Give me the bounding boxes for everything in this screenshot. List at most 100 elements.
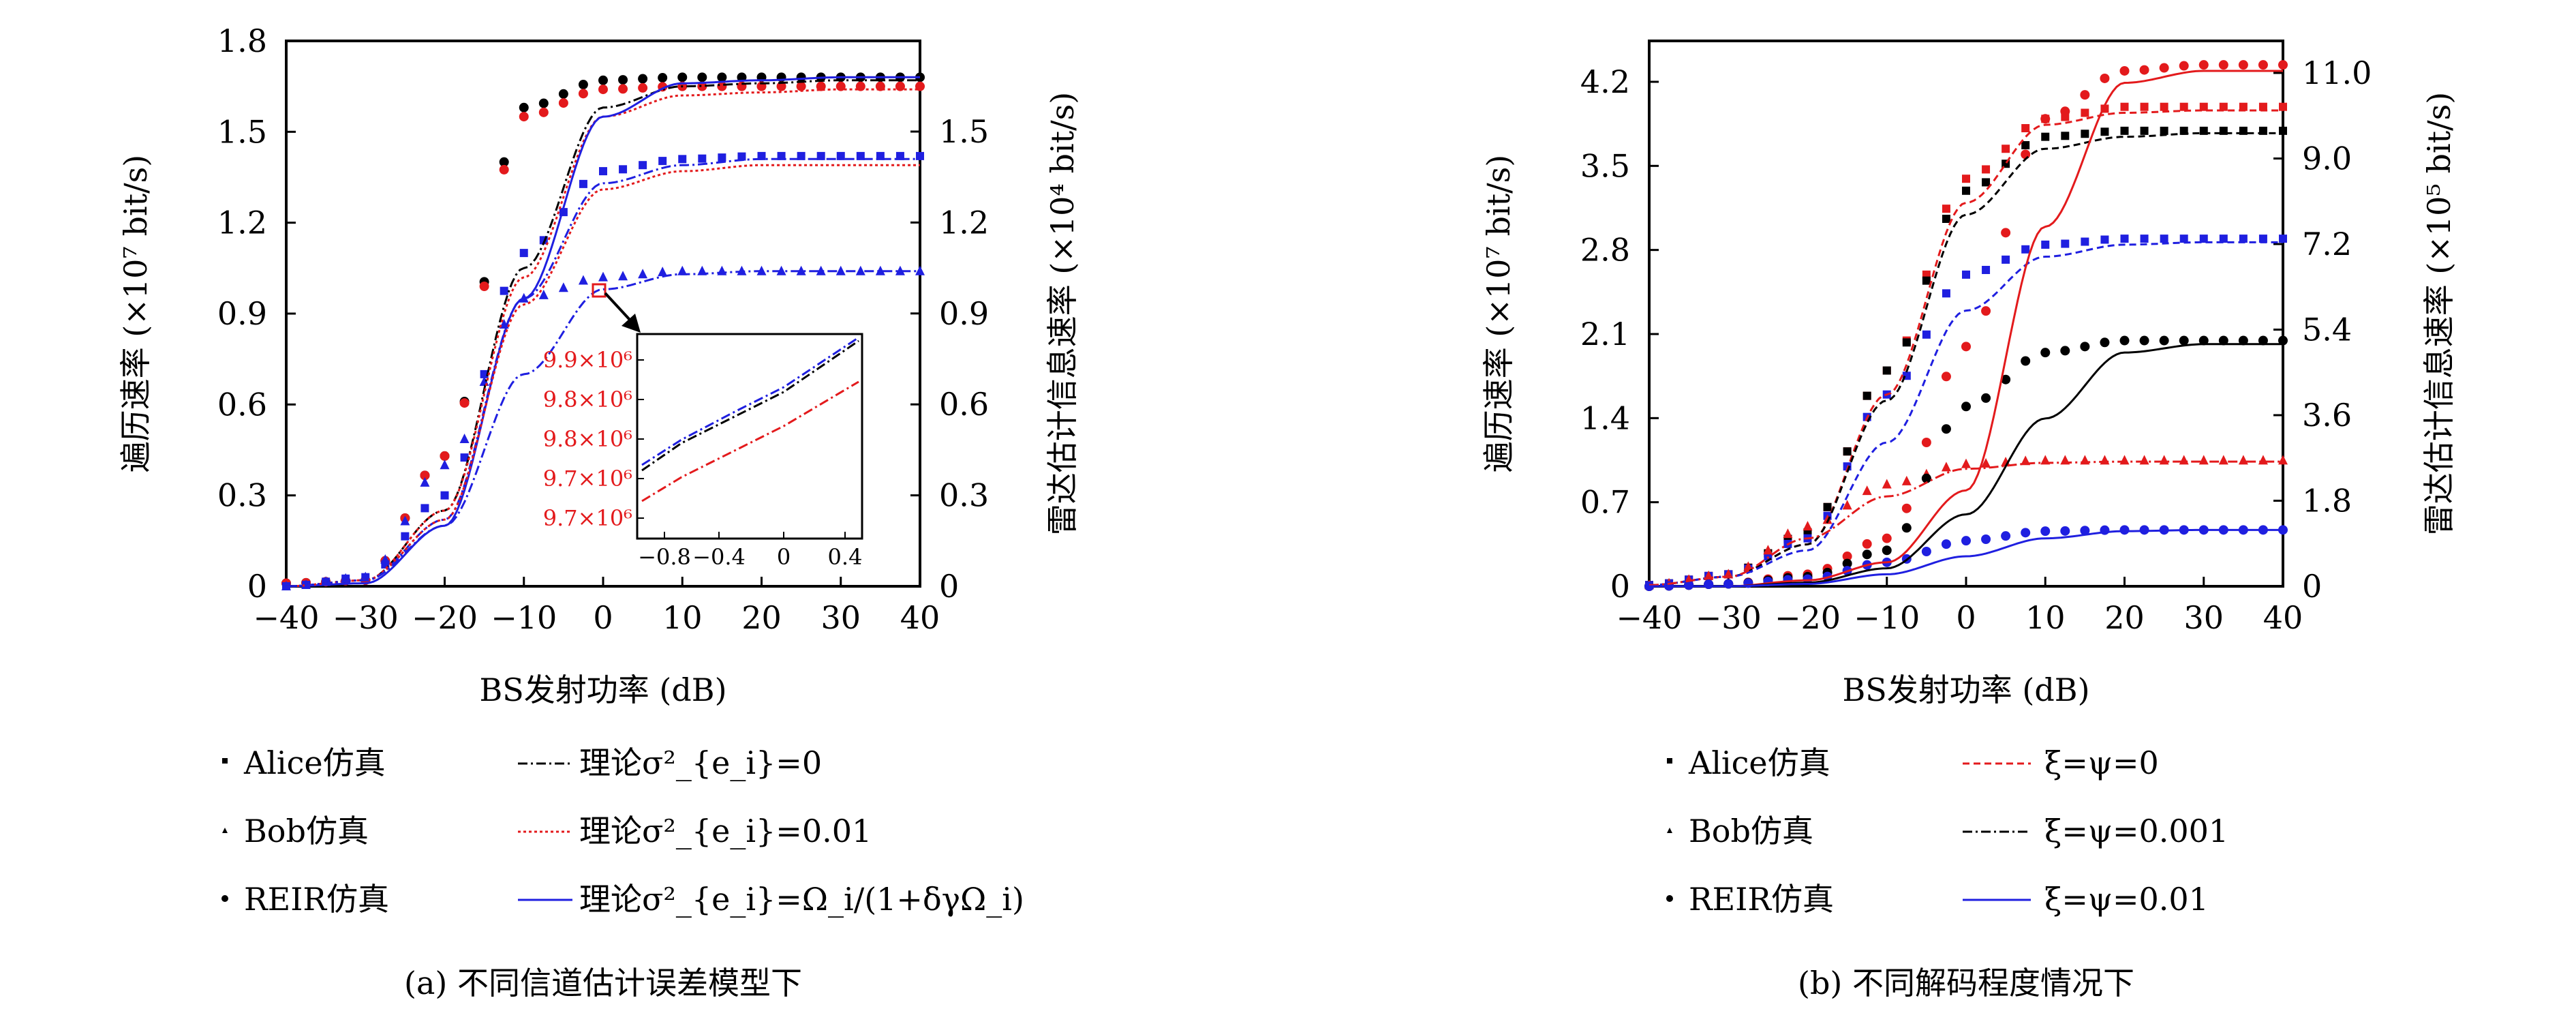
data-point-square: [1982, 178, 1991, 187]
data-point-circle: [2080, 90, 2090, 100]
data-point-circle: [2001, 374, 2011, 384]
data-point-circle: [2040, 526, 2051, 537]
data-point-circle: [2179, 335, 2189, 346]
x-tick-label: −30: [1696, 599, 1762, 636]
y-tick-label-right: 5.4: [2302, 312, 2352, 348]
data-point-circle: [499, 157, 509, 167]
data-point-circle: [1981, 306, 1991, 316]
legend-b-line-0: ξ=ψ=0: [2044, 744, 2159, 781]
data-point-triangle: [2119, 455, 2130, 465]
data-point-square: [2179, 102, 2188, 111]
y-tick-label-right: 0: [939, 568, 959, 605]
data-point-circle: [558, 98, 568, 108]
data-point-circle: [420, 470, 430, 481]
legend-b-marker-1: Bob仿真: [1689, 813, 1813, 849]
y-tick-label-left: 0.7: [1580, 484, 1630, 521]
data-point-circle: [558, 89, 568, 99]
data-point-circle: [1882, 545, 1892, 556]
data-point-square: [718, 153, 726, 162]
data-point-circle: [1901, 523, 1912, 533]
y-tick-label-left: 0: [247, 568, 267, 605]
data-point-circle: [459, 398, 470, 408]
y-tick-label-left: 1.4: [1580, 399, 1630, 436]
y-tick-label-left: 0.6: [217, 386, 267, 423]
data-point-circle: [1961, 402, 1971, 412]
y-tick-label-left: 1.5: [217, 113, 267, 150]
inset-y-tick-label: 9.8×10⁶: [543, 426, 632, 452]
panel-a-series: [281, 72, 925, 590]
y-tick-label-right: 1.2: [939, 204, 989, 241]
data-point-circle: [538, 107, 549, 117]
inset-x-tick-label: −0.4: [692, 544, 746, 570]
data-point-square: [1962, 270, 1970, 279]
data-point-square: [2120, 102, 2129, 111]
panel-b-xlabel: BS发射功率 (dB): [1842, 672, 2089, 708]
panel-b-series: [1644, 60, 2288, 591]
legend-circle-marker: [221, 895, 228, 902]
x-tick-label: −40: [253, 599, 319, 636]
data-point-square: [2061, 132, 2070, 140]
data-point-square: [737, 152, 746, 161]
y-tick-label-right: 1.8: [2302, 483, 2352, 519]
data-point-circle: [2198, 335, 2209, 346]
inset-x-tick-label: 0: [777, 544, 791, 570]
data-point-square: [440, 491, 449, 500]
x-tick-label: −30: [333, 599, 399, 636]
data-point-square: [2061, 239, 2070, 248]
data-point-triangle: [1961, 458, 1971, 468]
data-point-circle: [2040, 348, 2051, 358]
data-point-circle: [1921, 438, 1931, 448]
panel-b-caption: (b) 不同解码程度情况下: [1798, 965, 2134, 1001]
x-tick-label: −10: [1854, 599, 1920, 636]
data-point-triangle: [2258, 455, 2268, 465]
panel-b-legend: Alice仿真 Bob仿真 REIR仿真 ξ=ψ=0 ξ=ψ=0.001 ξ=ψ…: [1666, 744, 2228, 918]
data-point-square: [460, 453, 469, 462]
data-point-circle: [796, 81, 806, 91]
data-point-circle: [638, 82, 648, 93]
panel-a-legend: Alice仿真 Bob仿真 REIR仿真 理论σ²_{e_i}=0 理论σ²_{…: [221, 744, 1024, 918]
data-point-triangle: [2218, 455, 2228, 465]
data-point-circle: [2159, 63, 2169, 73]
data-point-square: [2179, 235, 2188, 243]
data-point-circle: [618, 75, 628, 85]
y-tick-label-left: 1.8: [217, 22, 267, 59]
data-point-circle: [2218, 60, 2228, 70]
data-point-triangle: [1862, 485, 1872, 496]
data-point-square: [2199, 102, 2208, 111]
data-point-triangle: [361, 571, 371, 582]
data-point-triangle: [2100, 455, 2110, 465]
y-tick-label-left: 0.3: [217, 477, 267, 514]
data-point-square: [1882, 366, 1891, 375]
data-point-triangle: [618, 271, 628, 281]
panel-a-xlabel: BS发射功率 (dB): [479, 672, 726, 708]
data-point-circle: [2159, 335, 2169, 346]
data-point-square: [639, 161, 647, 170]
data-point-circle: [1941, 372, 1951, 382]
panel-a-inset: −0.8 −0.4 0 0.4 9.9×10⁶ 9.8×10⁶ 9.8×10⁶ 9.7×10⁶…: [543, 283, 863, 570]
data-point-circle: [578, 89, 588, 99]
data-point-square: [1862, 391, 1871, 400]
legend-a-marker-0: Alice仿真: [243, 744, 386, 781]
data-point-triangle: [1783, 528, 1793, 539]
data-point-square: [2002, 145, 2010, 153]
inset-y-tick-label: 9.8×10⁶: [543, 387, 632, 412]
series-line: [1649, 241, 2283, 586]
data-point-circle: [1921, 547, 1931, 557]
series-line: [286, 76, 920, 588]
data-point-square: [2140, 126, 2149, 135]
data-point-square: [2002, 255, 2010, 264]
panel-b-ylabel-left: 遍历速率 (×10⁷ bit/s): [1480, 155, 1517, 472]
data-point-circle: [1901, 503, 1912, 513]
data-point-circle: [2198, 60, 2209, 70]
data-point-square: [401, 532, 410, 541]
data-point-circle: [578, 80, 588, 90]
series-line: [286, 164, 920, 588]
series-line: [286, 79, 920, 588]
data-point-square: [1942, 289, 1950, 298]
data-point-circle: [1803, 574, 1813, 584]
legend-b-marker-0: Alice仿真: [1688, 744, 1830, 781]
data-point-circle: [2179, 61, 2189, 71]
series-line: [1649, 528, 2283, 588]
data-point-circle: [1941, 424, 1951, 434]
